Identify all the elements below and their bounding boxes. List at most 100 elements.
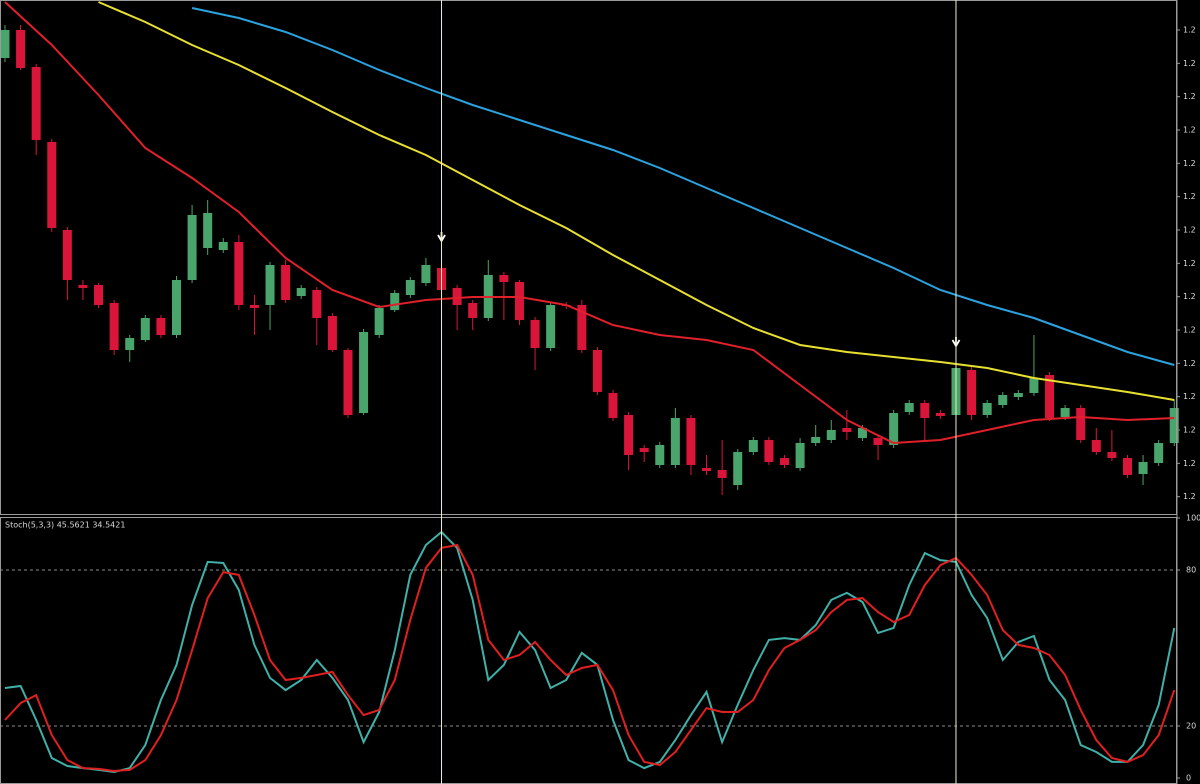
moving-average bbox=[191, 7, 1175, 366]
y-tick-label: 1.2 bbox=[1183, 59, 1196, 68]
candle-body bbox=[1076, 408, 1086, 440]
candle-body bbox=[109, 303, 119, 350]
candle-body bbox=[1060, 408, 1070, 417]
y-tick-label: 1.2 bbox=[1183, 426, 1196, 435]
candle-body bbox=[857, 428, 867, 438]
candle-body bbox=[733, 452, 743, 485]
candle-body bbox=[982, 403, 992, 415]
y-tick-label: 1.2 bbox=[1183, 126, 1196, 135]
moving-average bbox=[4, 1, 1175, 445]
candle-body bbox=[343, 350, 353, 415]
y-tick-label: 20 bbox=[1186, 722, 1196, 731]
candle-body bbox=[577, 305, 587, 350]
candle-body bbox=[686, 418, 696, 465]
candle-body bbox=[764, 440, 774, 462]
candle-body bbox=[795, 443, 805, 468]
candle-body bbox=[1013, 393, 1023, 397]
candle-body bbox=[78, 285, 88, 288]
candle-body bbox=[47, 142, 57, 228]
candle-body bbox=[998, 395, 1008, 405]
y-tick-label: 1.2 bbox=[1183, 359, 1196, 368]
candle-body bbox=[359, 332, 369, 413]
candle-body bbox=[546, 305, 556, 348]
candle-body bbox=[281, 265, 291, 300]
candle-body bbox=[203, 213, 213, 248]
y-tick-label: 80 bbox=[1186, 566, 1196, 575]
price-panel: 1.2 1.2 1.2 1.2 1.2 1.2 1.2 1.2 1.2 1.2 1.2 1.2 1.2 1… bbox=[0, 1, 1196, 501]
stochastic-line bbox=[4, 543, 1176, 773]
candle-body bbox=[234, 242, 244, 305]
y-tick-label: 0 bbox=[1186, 774, 1191, 783]
y-tick-label: 1.2 bbox=[1183, 326, 1196, 335]
candle-body bbox=[639, 448, 649, 452]
candle-body bbox=[218, 242, 228, 250]
candle-body bbox=[1169, 408, 1179, 443]
candle-body bbox=[967, 370, 977, 415]
indicator-title: Stoch(5,3,3) 45.5621 34.5421 bbox=[5, 521, 125, 530]
candle-body bbox=[1138, 462, 1148, 474]
candle-body bbox=[374, 308, 384, 335]
candle-body bbox=[1107, 452, 1117, 458]
candle-body bbox=[1122, 458, 1132, 475]
y-tick-label: 1.2 bbox=[1183, 292, 1196, 301]
y-tick-label: 1.2 bbox=[1183, 26, 1196, 35]
candle-body bbox=[125, 338, 135, 350]
candle-body bbox=[499, 275, 509, 282]
candle-body bbox=[514, 282, 524, 320]
candle-body bbox=[265, 265, 275, 305]
candle-body bbox=[1091, 440, 1101, 452]
candle-body bbox=[935, 413, 945, 416]
candle-body bbox=[780, 458, 789, 465]
candle-body bbox=[156, 318, 166, 335]
y-tick-label: 1.2 bbox=[1183, 92, 1196, 101]
candle-body bbox=[62, 230, 72, 280]
candle-body bbox=[468, 303, 478, 318]
candle-body bbox=[592, 350, 602, 392]
candle-body bbox=[421, 265, 431, 283]
candle-body bbox=[655, 445, 665, 465]
y-tick-label: 1.2 bbox=[1183, 492, 1196, 501]
candle-body bbox=[717, 470, 727, 478]
moving-average bbox=[98, 1, 1175, 401]
candle-body bbox=[842, 428, 852, 432]
candle-body bbox=[608, 393, 618, 418]
candle-body bbox=[811, 437, 821, 443]
candle-body bbox=[624, 415, 634, 455]
y-tick-label: 1.2 bbox=[1183, 392, 1196, 401]
candle-body bbox=[826, 430, 836, 440]
candle-body bbox=[405, 280, 415, 295]
y-tick-label: 1.2 bbox=[1183, 159, 1196, 168]
candle-body bbox=[296, 288, 306, 296]
stochastic-panel: Stoch(5,3,3) 45.5621 34.5421 0 20 80 100 bbox=[0, 514, 1200, 783]
candle-body bbox=[94, 285, 104, 305]
y-tick-label: 1.2 bbox=[1183, 226, 1196, 235]
candle-body bbox=[920, 403, 930, 418]
stochastic-line bbox=[4, 530, 1176, 774]
candle-body bbox=[16, 30, 26, 68]
candle-body bbox=[187, 215, 197, 280]
candle-body bbox=[327, 316, 337, 350]
candle-body bbox=[889, 413, 899, 445]
candle-body bbox=[1154, 443, 1164, 463]
candle-body bbox=[249, 305, 259, 308]
candle-body bbox=[171, 280, 181, 335]
candle-body bbox=[530, 320, 540, 348]
y-tick-label: 1.2 bbox=[1183, 259, 1196, 268]
candle-body bbox=[0, 30, 10, 58]
candle-body bbox=[1029, 378, 1039, 393]
candle-body bbox=[1045, 375, 1055, 418]
candle-body bbox=[390, 293, 400, 310]
candle-body bbox=[452, 288, 462, 305]
candle-body bbox=[140, 318, 150, 340]
candle-body bbox=[312, 290, 322, 318]
candle-body bbox=[670, 418, 680, 465]
candle-body bbox=[904, 403, 914, 412]
y-tick-label: 1.2 bbox=[1183, 192, 1196, 201]
y-tick-label: 1.2 bbox=[1183, 459, 1196, 468]
candle-body bbox=[748, 440, 758, 452]
candle-body bbox=[873, 438, 883, 445]
y-tick-label: 100 bbox=[1186, 514, 1200, 523]
candle-body bbox=[31, 67, 41, 140]
candle-body bbox=[702, 468, 712, 471]
